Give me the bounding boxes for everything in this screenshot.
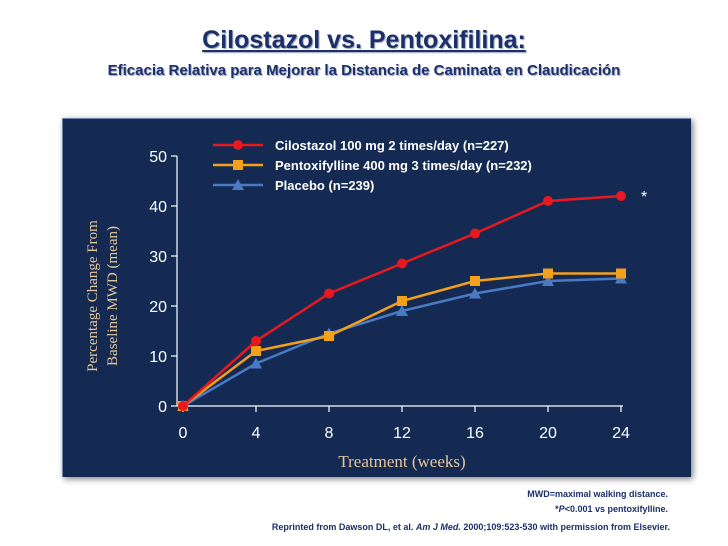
series-0-point <box>470 228 480 239</box>
x-axis-label: Treatment (weeks) <box>338 452 465 471</box>
line-chart: 0 10 20 30 40 50 0 4 8 12 16 20 24 Treatment (weeks) P… <box>85 138 647 471</box>
series-2-point <box>250 357 262 369</box>
x-tick-label: 16 <box>466 425 484 442</box>
series-2-point <box>396 305 408 316</box>
chart-panel: 0 10 20 30 40 50 0 4 8 12 16 20 24 Treatment (weeks) P… <box>62 118 691 477</box>
footnote-p-value: *P<0.001 vs pentoxifylline. <box>555 504 668 514</box>
series-1-point <box>470 276 480 286</box>
slide-title: Cilostazol vs. Pentoxifilina: <box>202 26 526 54</box>
series-0-point <box>251 336 261 346</box>
legend-label: Placebo (n=239) <box>275 178 374 193</box>
legend-label: Cilostazol 100 mg 2 times/day (n=227) <box>275 138 509 153</box>
legend-label: Pentoxifylline 400 mg 3 times/day (n=232… <box>275 158 532 173</box>
x-tick-label: 8 <box>325 425 334 442</box>
citation-journal: Am J Med. <box>415 522 461 532</box>
y-tick-label: 10 <box>149 349 167 366</box>
series-0-point <box>178 401 188 411</box>
series-0-point <box>616 191 626 201</box>
legend-marker-1 <box>233 160 243 170</box>
x-tick-label: 12 <box>393 425 411 442</box>
series-0-point <box>324 288 334 299</box>
series-1-point <box>397 296 407 306</box>
series-2-point <box>542 275 554 286</box>
series-1-point <box>251 346 261 356</box>
slide-subtitle: Eficacia Relativa para Mejorar la Distan… <box>107 62 621 79</box>
series-1-point <box>324 331 334 341</box>
citation-post: 2000;109:523-530 with permission from El… <box>460 522 670 532</box>
series-line-1 <box>182 272 621 407</box>
x-tick-label: 4 <box>252 425 261 442</box>
footnote-p-rest: <0.001 vs pentoxifylline. <box>564 504 668 514</box>
y-axis-label: Percentage Change From Baseline MWD (mean… <box>85 220 121 372</box>
footnote-citation: Reprinted from Dawson DL, et al. Am J Me… <box>272 522 670 532</box>
footnote-p-prefix: * <box>555 504 559 514</box>
y-tick-label: 50 <box>149 149 167 166</box>
y-tick-label: 30 <box>149 249 167 266</box>
footnote-mwd: MWD=maximal walking distance. <box>527 489 668 499</box>
series-1-point <box>616 268 626 279</box>
significance-annotation: * <box>641 189 647 206</box>
legend-marker-2 <box>232 179 244 190</box>
y-tick-label: 40 <box>149 199 167 216</box>
x-tick-label: 20 <box>539 425 557 442</box>
x-tick-label: 0 <box>179 425 188 442</box>
y-tick-label: 20 <box>149 299 167 316</box>
legend-marker-0 <box>233 140 243 150</box>
series-0-point <box>397 258 407 269</box>
series-2-point <box>469 287 481 299</box>
footnote-p-italic: P <box>558 504 565 514</box>
series-1-point <box>543 268 553 279</box>
citation-pre: Reprinted from Dawson DL, et al. <box>271 522 416 532</box>
y-tick-label: 0 <box>158 399 167 416</box>
x-tick-label: 24 <box>612 425 630 442</box>
series-0-point <box>543 196 553 206</box>
